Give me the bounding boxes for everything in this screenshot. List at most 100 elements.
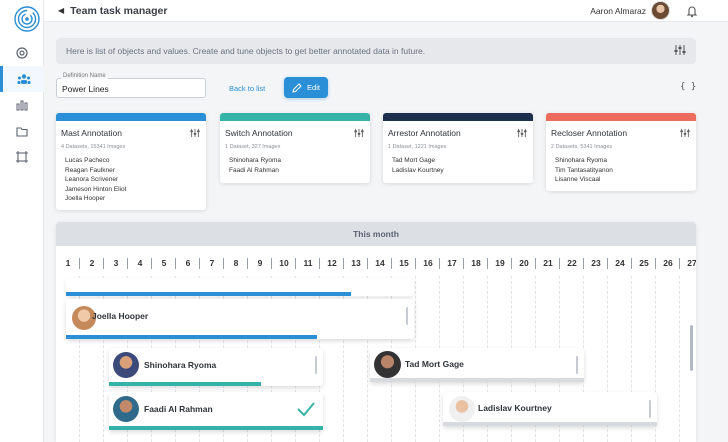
day-divider [271, 258, 272, 269]
day-gridline [103, 276, 104, 442]
back-to-list-link[interactable]: Back to list [229, 84, 266, 93]
drag-handle[interactable] [649, 400, 651, 418]
day-divider [535, 258, 536, 269]
day-label: 25 [639, 258, 649, 268]
person-name: Joella Hooper [65, 195, 106, 202]
task-name: Faadi Al Rahman [144, 404, 213, 414]
day-label: 10 [279, 258, 289, 268]
hint-banner: Here is list of objects and values. Crea… [56, 38, 696, 64]
day-label: 22 [567, 258, 577, 268]
task-card-joella[interactable]: Joella Hooper [66, 299, 414, 339]
back-caret-icon[interactable]: ◀ [58, 6, 65, 15]
day-divider [103, 258, 104, 269]
sliders-icon[interactable] [517, 128, 527, 138]
day-gridline [367, 276, 368, 442]
definition-name-value: Power Lines [62, 84, 109, 94]
day-label: 12 [327, 258, 337, 268]
day-label: 24 [615, 258, 625, 268]
avatar [113, 352, 139, 378]
fingerprint-logo-icon[interactable] [14, 6, 40, 32]
day-label: 18 [471, 258, 481, 268]
users-icon [17, 74, 30, 84]
day-gridline [655, 276, 656, 442]
sliders-icon[interactable] [354, 128, 364, 138]
page-title: Team task manager [70, 4, 168, 17]
day-label: 15 [399, 258, 409, 268]
card-subtitle: 4 Datasets, 15341 Images [61, 144, 126, 150]
day-divider [319, 258, 320, 269]
avatar [113, 396, 139, 422]
card-subtitle: 1 Dataset, 327 Images [225, 144, 281, 150]
nav-item-team[interactable] [0, 66, 44, 92]
json-view-button[interactable]: { } [680, 82, 697, 92]
task-name: Ladislav Kourtney [478, 403, 552, 413]
day-label: 21 [543, 258, 553, 268]
card-subtitle: 1 Dataset, 1221 Images [388, 144, 447, 150]
avatar[interactable] [651, 1, 670, 20]
day-label: 4 [137, 258, 143, 268]
day-divider [511, 258, 512, 269]
drag-handle[interactable] [315, 356, 317, 374]
day-gridline [79, 276, 80, 442]
day-label: 9 [257, 258, 263, 268]
nav-item-dashboard[interactable] [0, 40, 44, 66]
annotation-card-mast[interactable]: Mast Annotation 4 Datasets, 15341 Images… [56, 113, 206, 210]
folder-icon [16, 126, 28, 137]
day-divider [487, 258, 488, 269]
day-gridline [631, 276, 632, 442]
task-progress-bar [66, 335, 317, 339]
avatar [72, 306, 96, 330]
day-divider [247, 258, 248, 269]
person-name: Ladislav Kourtney [392, 166, 444, 174]
definition-name-label: Definition Name [61, 73, 108, 79]
timeline-scrollbar[interactable] [690, 325, 693, 371]
sliders-icon[interactable] [190, 128, 200, 138]
card-people-list: Tad Mort Gage Ladislav Kourtney [392, 156, 444, 175]
sliders-icon[interactable] [680, 128, 690, 138]
card-color-bar [546, 113, 696, 121]
task-card-tad[interactable]: Tad Mort Gage [370, 348, 584, 382]
card-title: Switch Annotation [225, 128, 293, 138]
definition-name-field[interactable]: Definition Name Power Lines [56, 73, 206, 98]
bell-icon[interactable] [685, 4, 699, 18]
annotation-card-switch[interactable]: Switch Annotation 1 Dataset, 327 Images … [220, 113, 370, 183]
day-divider [583, 258, 584, 269]
sliders-icon[interactable] [674, 44, 686, 56]
nav-item-crop[interactable] [0, 144, 44, 170]
person-name: Faadi Al Rahman [229, 166, 279, 174]
top-bar: ◀ Team task manager [44, 0, 728, 22]
person-name: Lucas Pacheco [65, 157, 110, 164]
card-title: Recloser Annotation [551, 128, 628, 138]
day-gridline [679, 276, 680, 442]
day-label: 11 [303, 258, 313, 268]
edit-button[interactable]: Edit [284, 77, 328, 98]
person-name: Jameson Hinton Eliot [65, 185, 127, 193]
annotation-card-arrestor[interactable]: Arrestor Annotation 1 Dataset, 1221 Imag… [383, 113, 533, 183]
day-divider [79, 258, 80, 269]
annotation-card-recloser[interactable]: Recloser Annotation 2 Datasets, 5341 Ima… [546, 113, 696, 191]
bar-chart-icon [16, 100, 28, 111]
nav-item-analytics[interactable] [0, 92, 44, 118]
task-card-shinohara[interactable]: Shinohara Ryoma [109, 348, 323, 386]
nav-item-folders[interactable] [0, 118, 44, 144]
task-card-ladislav[interactable]: Ladislav Kourtney [443, 392, 657, 426]
day-divider [199, 258, 200, 269]
day-divider [655, 258, 656, 269]
day-label: 23 [591, 258, 601, 268]
task-progress-bar [109, 426, 323, 430]
task-bar-partial[interactable] [66, 278, 414, 296]
card-people-list: Shinohara Ryoma Faadi Al Rahman [229, 156, 281, 175]
day-divider [343, 258, 344, 269]
day-divider [391, 258, 392, 269]
day-divider [415, 258, 416, 269]
day-label: 6 [185, 258, 191, 268]
avatar [449, 396, 475, 422]
task-progress-bar [443, 422, 657, 426]
drag-handle[interactable] [406, 307, 408, 325]
day-label: 5 [161, 258, 167, 268]
pencil-icon [292, 82, 302, 93]
day-label: 1 [65, 258, 71, 268]
drag-handle[interactable] [576, 356, 578, 374]
user-name[interactable]: Aaron Almaraz [590, 6, 646, 16]
task-card-faadi[interactable]: Faadi Al Rahman [109, 392, 323, 430]
